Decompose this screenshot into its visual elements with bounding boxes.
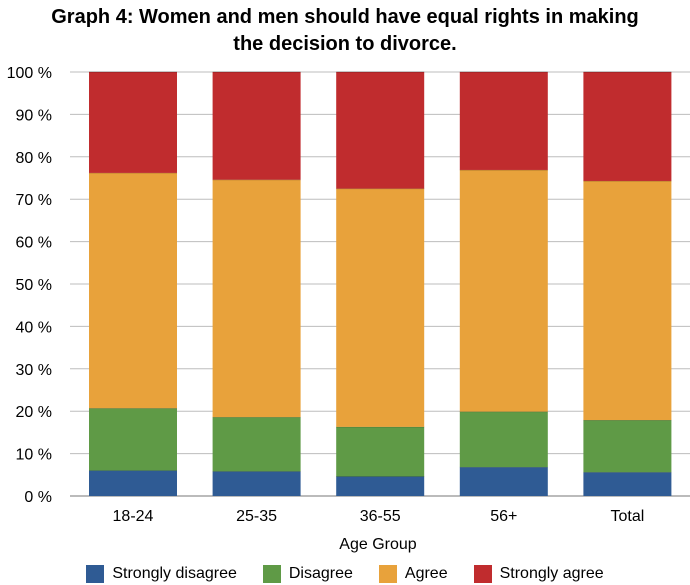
y-tick-label: 10 % xyxy=(16,447,52,464)
y-tick-label: 100 % xyxy=(7,65,52,82)
y-tick-label: 90 % xyxy=(16,107,52,124)
bar-segment xyxy=(459,169,548,412)
y-tick-label: 80 % xyxy=(16,150,52,167)
bar-segment xyxy=(583,72,672,181)
legend-item: Strongly disagree xyxy=(86,564,237,584)
x-axis-ticks: 18-24 25-35 36-55 56+ Total xyxy=(113,508,645,525)
legend-item: Strongly agree xyxy=(473,564,604,584)
y-tick-label: 20 % xyxy=(16,404,52,421)
chart-title-line-1: Graph 4: Women and men should have equal… xyxy=(51,6,639,28)
bar-segment xyxy=(89,470,177,496)
bar-segment xyxy=(212,179,301,418)
y-tick-label: 60 % xyxy=(16,235,52,252)
legend: Strongly disagree Disagree Agree Strongly a… xyxy=(0,564,690,584)
y-axis-ticks: 0 % 10 % 20 % 30 % 40 % 50 % 60 % 70 % 80 % 90 % 1… xyxy=(7,65,52,506)
legend-swatch xyxy=(262,565,281,583)
legend-label: Agree xyxy=(404,565,448,582)
bar-segment xyxy=(583,420,672,473)
x-tick-label: 36-55 xyxy=(360,508,401,525)
bar-segment xyxy=(459,72,548,170)
stacked-bar-chart: 0 % 10 % 20 % 30 % 40 % 50 % 60 % 70 % 80 % 90 % 1… xyxy=(7,65,690,553)
y-tick-label: 40 % xyxy=(16,319,52,336)
bar-segment xyxy=(89,408,177,471)
y-tick-label: 0 % xyxy=(24,489,52,506)
x-axis-label: Age Group xyxy=(339,536,416,553)
legend-label: Disagree xyxy=(288,565,353,582)
legend-swatch xyxy=(378,565,397,583)
bar-segment xyxy=(459,411,548,468)
bar-segment xyxy=(336,426,425,477)
chart-title: Graph 4: Women and men should have equal… xyxy=(0,4,690,58)
bar-segment xyxy=(583,472,672,496)
x-tick-label: 18-24 xyxy=(113,508,154,525)
legend-item: Disagree xyxy=(262,564,353,584)
y-tick-label: 70 % xyxy=(16,192,52,209)
bar-segment xyxy=(583,180,672,421)
y-tick-label: 30 % xyxy=(16,362,52,379)
bar-segment xyxy=(459,467,548,496)
chart-title-line-2: the decision to divorce. xyxy=(233,33,457,55)
bar-segment xyxy=(212,471,301,496)
legend-label: Strongly agree xyxy=(499,565,604,582)
x-tick-label: 25-35 xyxy=(236,508,277,525)
bar-segment xyxy=(336,188,425,427)
bar-segment xyxy=(336,72,425,189)
x-tick-label: Total xyxy=(611,508,645,525)
legend-swatch xyxy=(473,565,492,583)
bar-segment xyxy=(336,476,425,496)
bar-segment xyxy=(89,172,177,409)
bars xyxy=(89,71,672,496)
x-tick-label: 56+ xyxy=(490,508,517,525)
legend-swatch xyxy=(86,565,105,583)
y-tick-label: 50 % xyxy=(16,277,52,294)
bar-segment xyxy=(212,72,301,180)
bar-segment xyxy=(89,72,177,173)
legend-item: Agree xyxy=(378,564,448,584)
bar-segment xyxy=(212,417,301,472)
legend-label: Strongly disagree xyxy=(112,565,237,582)
